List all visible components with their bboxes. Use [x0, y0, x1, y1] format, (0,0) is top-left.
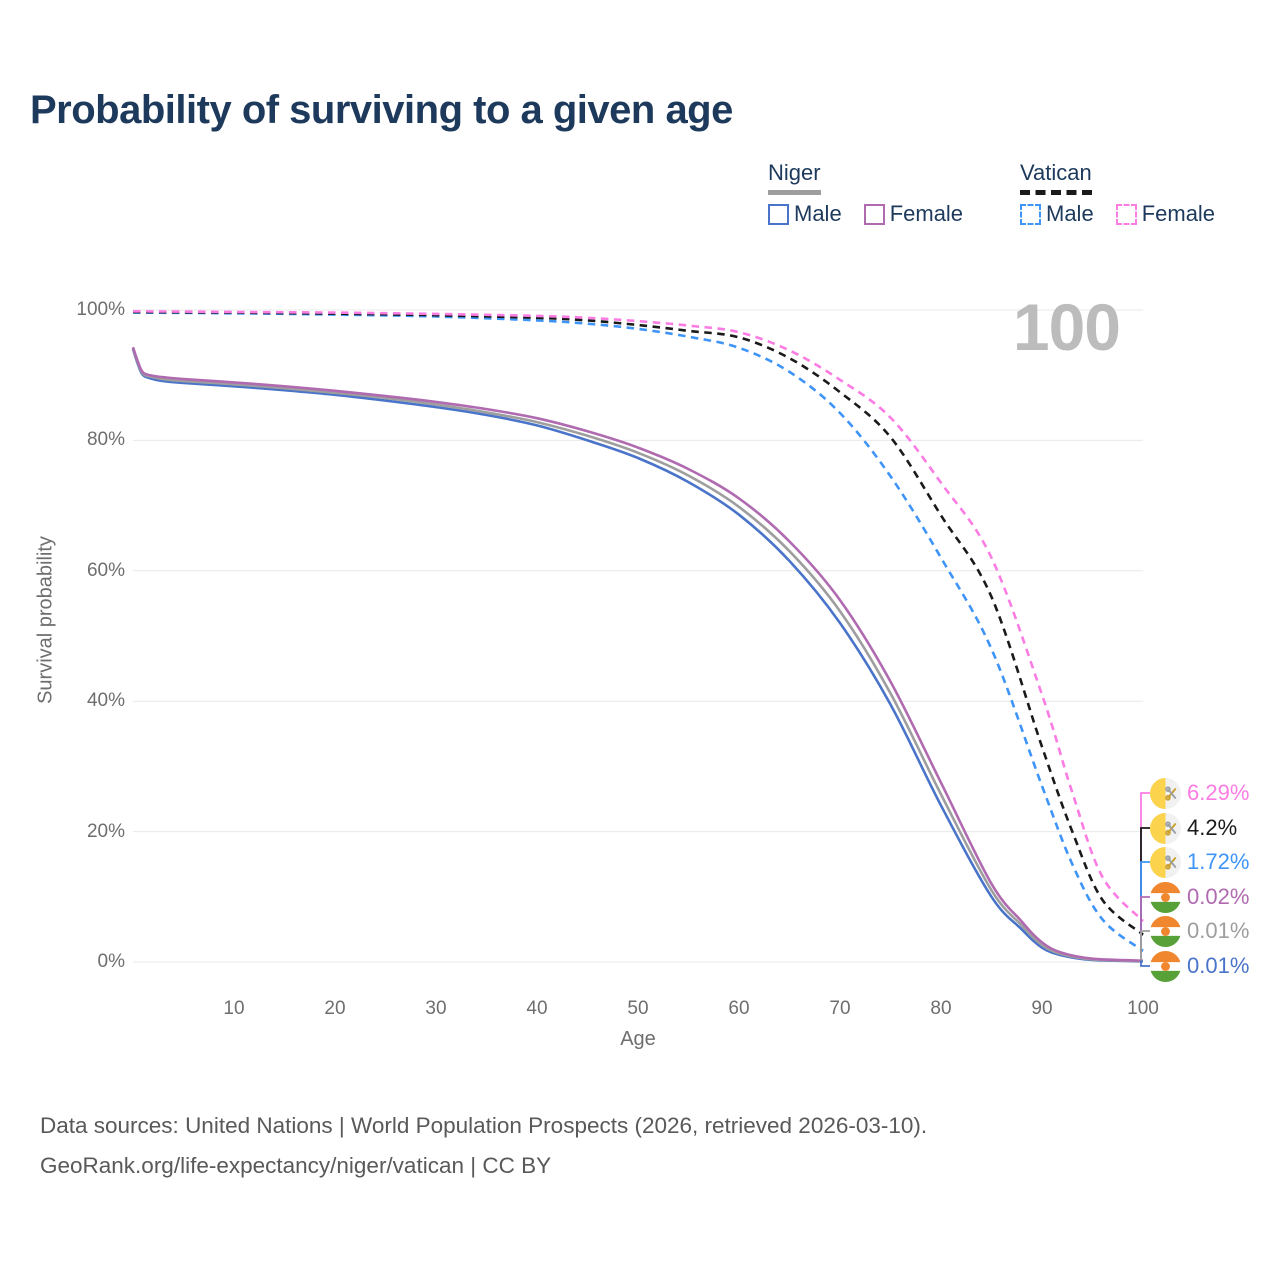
- y-axis-title: Survival probability: [34, 536, 57, 704]
- legend-item-vatican-male[interactable]: Male: [1020, 201, 1094, 227]
- legend-group-vatican: Vatican Male Female: [1020, 160, 1215, 227]
- x-tick-label-10: 10: [223, 998, 245, 1019]
- niger-flag-icon: [1150, 881, 1181, 913]
- endpoint-value-niger-both: 0.01%: [1187, 918, 1250, 943]
- endpoint-label-vatican-both: 4.2%: [1150, 812, 1237, 844]
- y-tick-label-0%: 0%: [97, 951, 125, 972]
- endpoint-label-niger-female: 0.02%: [1150, 881, 1249, 913]
- y-tick-label-80%: 80%: [86, 429, 125, 451]
- legend-group-title-vatican: Vatican: [1020, 160, 1092, 195]
- legend-label-vatican-female: Female: [1141, 201, 1216, 226]
- x-tick-label-40: 40: [526, 998, 548, 1019]
- x-tick-label-60: 60: [728, 998, 750, 1019]
- legend-group-title-niger: Niger: [768, 160, 821, 195]
- endpoint-connector-niger-male: [1140, 960, 1150, 967]
- endpoint-value-vatican-both: 4.2%: [1187, 815, 1238, 840]
- vatican-flag-icon: [1150, 846, 1181, 878]
- endpoint-connector-vatican-female: [1140, 792, 1150, 922]
- age-watermark: 100: [1012, 290, 1121, 364]
- legend-item-vatican-female[interactable]: Female: [1115, 201, 1216, 227]
- page-title: Probability of surviving to a given age: [30, 88, 733, 132]
- footer: Data sources: United Nations | World Pop…: [40, 1106, 927, 1186]
- legend-swatch-vatican-female-icon: [1115, 203, 1137, 225]
- endpoint-connector-vatican-male: [1140, 861, 1150, 952]
- y-tick-label-20%: 20%: [86, 820, 125, 842]
- endpoint-value-niger-female: 0.02%: [1187, 884, 1250, 909]
- x-tick-label-100: 100: [1127, 998, 1159, 1019]
- y-tick-label-40%: 40%: [86, 690, 125, 712]
- endpoint-connector-vatican-both: [1140, 827, 1150, 936]
- legend-label-niger-female: Female: [889, 201, 964, 226]
- x-tick-label-70: 70: [829, 998, 851, 1019]
- legend-swatch-vatican-male-icon: [1020, 203, 1041, 225]
- niger-flag-icon: [1150, 950, 1181, 982]
- footer-attribution: GeoRank.org/life-expectancy/niger/vatica…: [40, 1153, 552, 1178]
- x-tick-label-80: 80: [930, 998, 952, 1019]
- curve-vatican-both: [132, 310, 1144, 936]
- legend-label-niger-male: Male: [794, 201, 842, 226]
- x-tick-label-50: 50: [627, 998, 649, 1019]
- curve-vatican-male: [132, 311, 1144, 952]
- legend-item-niger-male[interactable]: Male: [768, 201, 842, 227]
- endpoint-value-vatican-female: 6.29%: [1187, 780, 1250, 805]
- legend-swatch-niger-male-icon: [768, 203, 789, 225]
- footer-data-sources: Data sources: United Nations | World Pop…: [40, 1113, 928, 1138]
- endpoint-label-niger-both: 0.01%: [1150, 915, 1249, 947]
- endpoint-label-niger-male: 0.01%: [1150, 950, 1249, 982]
- endpoint-value-vatican-male: 1.72%: [1187, 849, 1250, 874]
- legend-group-niger: Niger Male Female: [768, 160, 963, 227]
- curve-niger-both: [131, 348, 1144, 963]
- legend-label-vatican-male: Male: [1046, 201, 1094, 226]
- vatican-flag-icon: [1150, 777, 1181, 809]
- legend-item-niger-female[interactable]: Female: [863, 201, 964, 227]
- curve-niger-female: [131, 346, 1144, 962]
- y-tick-label-100%: 100%: [76, 299, 125, 320]
- vatican-flag-icon: [1150, 812, 1181, 844]
- endpoint-value-niger-male: 0.01%: [1187, 953, 1250, 978]
- x-tick-label-20: 20: [324, 998, 346, 1019]
- endpoint-label-vatican-female: 6.29%: [1150, 777, 1249, 809]
- endpoint-label-vatican-male: 1.72%: [1150, 846, 1249, 878]
- legend-swatch-niger-female-icon: [863, 203, 885, 225]
- curve-niger-male: [131, 348, 1144, 963]
- x-tick-label-90: 90: [1031, 998, 1053, 1019]
- x-tick-label-30: 30: [425, 998, 447, 1019]
- niger-flag-icon: [1150, 915, 1181, 947]
- curve-vatican-female: [132, 310, 1144, 922]
- x-axis-title: Age: [620, 1028, 656, 1050]
- y-tick-label-60%: 60%: [86, 559, 125, 581]
